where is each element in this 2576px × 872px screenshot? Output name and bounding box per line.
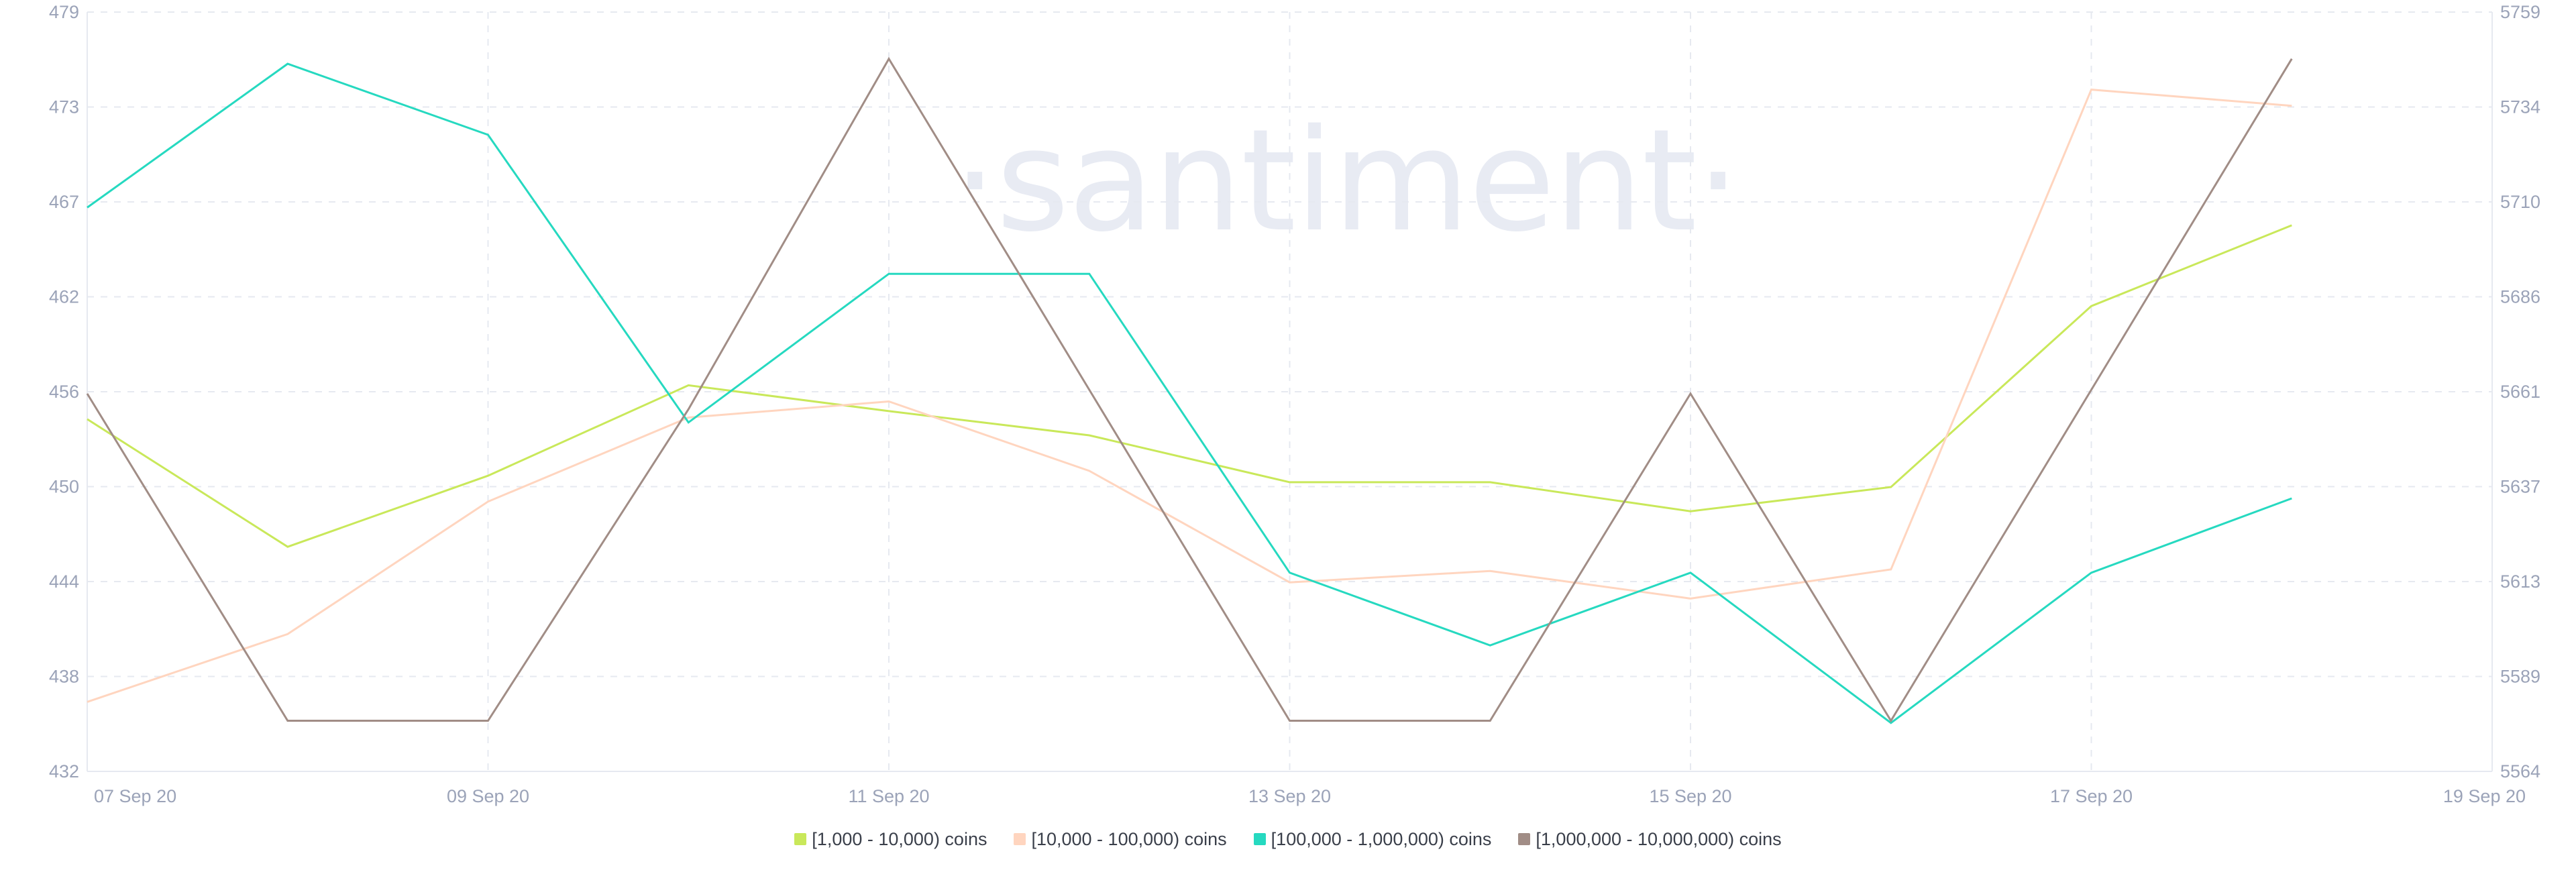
y-right-tick-label: 5759 (2500, 2, 2540, 22)
y-right-tick-label: 5613 (2500, 571, 2540, 592)
x-tick-label: 13 Sep 20 (1248, 786, 1331, 806)
y-left-tick-label: 473 (49, 97, 79, 117)
y-left-tick-label: 462 (49, 287, 79, 307)
chart-legend: [1,000 - 10,000) coins [10,000 - 100,000)… (0, 822, 2576, 856)
legend-swatch (1518, 833, 1531, 845)
legend-item-1[interactable]: [1,000 - 10,000) coins (794, 829, 987, 850)
legend-swatch (1014, 833, 1026, 845)
y-left-tick-label: 444 (49, 571, 79, 592)
y-left-tick-label: 432 (49, 761, 79, 781)
legend-label: [1,000,000 - 10,000,000) coins (1536, 828, 1782, 849)
y-right-tick-label: 5710 (2500, 192, 2540, 212)
x-tick-label: 11 Sep 20 (848, 786, 929, 806)
legend-label: [10,000 - 100,000) coins (1031, 828, 1227, 849)
y-right-tick-label: 5686 (2500, 287, 2540, 307)
x-tick-label: 09 Sep 20 (447, 786, 529, 806)
y-right-tick-label: 5734 (2500, 97, 2540, 117)
santiment-watermark: ·santiment· (953, 99, 1741, 263)
legend-item-4[interactable]: [1,000,000 - 10,000,000) coins (1518, 828, 1782, 850)
legend-label: [1,000 - 10,000) coins (812, 828, 987, 849)
legend-swatch (794, 833, 807, 845)
y-left-tick-label: 450 (49, 477, 79, 497)
series-line-4 (86, 56, 2293, 723)
series-lines (86, 56, 2293, 724)
legend-label: [100,000 - 1,000,000) coins (1271, 828, 1492, 849)
y-left-tick-label: 467 (49, 192, 79, 212)
x-tick-label: 17 Sep 20 (2050, 786, 2133, 806)
y-left-tick-label: 438 (49, 667, 79, 687)
axes: 432 5564 438 5589 444 5613 450 5637 456 5661 462 56… (49, 2, 2540, 806)
y-right-tick-label: 5637 (2500, 477, 2540, 497)
x-tick-label: 19 Sep 20 (2443, 786, 2526, 806)
series-line-3 (87, 62, 2292, 724)
grid-lines (87, 11, 2493, 772)
legend-item-2[interactable]: [10,000 - 100,000) coins (1014, 828, 1227, 850)
y-left-tick-label: 456 (49, 382, 79, 402)
series-line-1 (87, 224, 2292, 548)
y-left-tick-label: 479 (49, 2, 79, 22)
y-right-tick-label: 5661 (2500, 382, 2540, 402)
y-right-tick-label: 5564 (2500, 761, 2540, 781)
series-line-2 (87, 89, 2292, 703)
y-right-tick-label: 5589 (2500, 667, 2540, 687)
legend-swatch (1253, 833, 1266, 845)
legend-item-3[interactable]: [100,000 - 1,000,000) coins (1253, 828, 1492, 850)
x-tick-label: 15 Sep 20 (1649, 786, 1731, 806)
x-tick-label: 07 Sep 20 (94, 786, 176, 806)
